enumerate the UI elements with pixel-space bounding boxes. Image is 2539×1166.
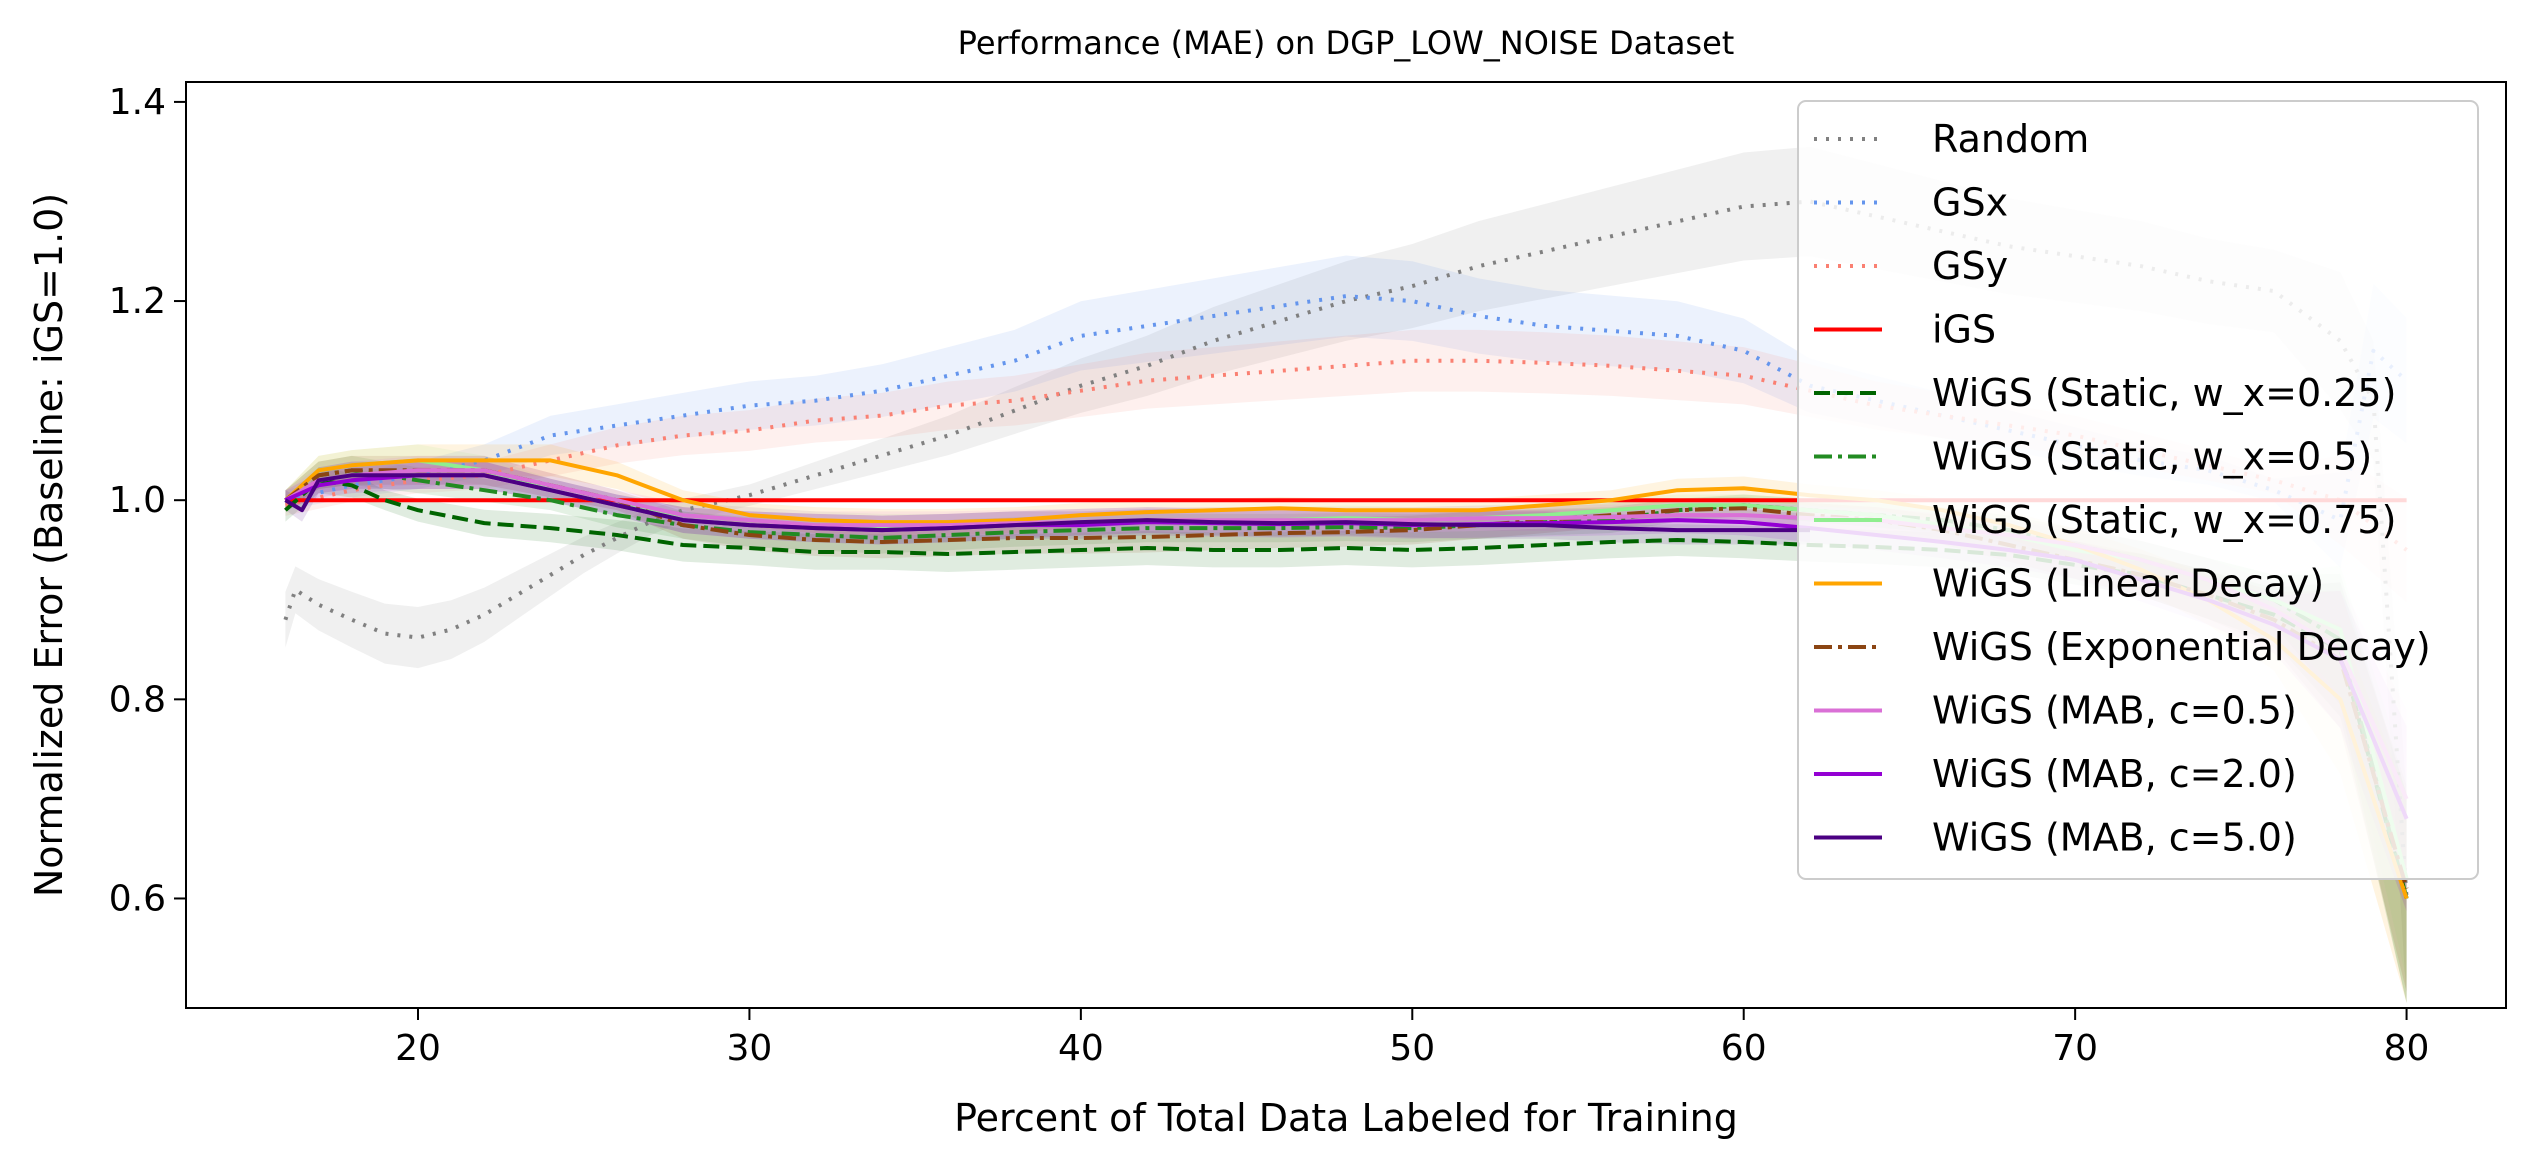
legend-label: WiGS (MAB, c=0.5) [1932,689,2297,733]
y-tick-label: 1.4 [109,82,166,123]
series-line-gsx [284,294,2408,523]
legend-label: WiGS (MAB, c=5.0) [1932,816,2297,860]
legend-label: iGS [1932,308,1996,352]
x-axis-label: Percent of Total Data Labeled for Traini… [954,1096,1738,1140]
y-tick-label: 0.8 [109,679,166,720]
legend-label: GSy [1932,244,2008,288]
x-tick-label: 40 [1058,1028,1104,1069]
legend: Random GSx GSy iGS WiGS (Static, w_x=0.25) Wi… [1797,100,2479,880]
legend-label: WiGS (Static, w_x=0.75) [1932,498,2396,542]
x-tick-label: 70 [2052,1028,2098,1069]
band-wigs-static-w-x-0-25 [285,467,2407,1004]
legend-label: WiGS (Static, w_x=0.5) [1932,435,2372,479]
legend-label: WiGS (Exponential Decay) [1932,625,2431,669]
chart-title: Performance (MAE) on DGP_LOW_NOISE Datas… [958,24,1735,62]
legend-label: WiGS (Linear Decay) [1932,562,2324,606]
plot-frame [185,81,2507,1009]
y-tick-label: 0.6 [109,878,166,919]
series-line-wigs-mab-c-5-0 [284,473,1810,533]
band-random [285,146,2407,1004]
legend-label: GSx [1932,181,2008,225]
y-axis-label: Normalized Error (Baseline: iGS=1.0) [27,193,71,897]
legend-label: WiGS (Static, w_x=0.25) [1932,371,2396,415]
x-axis-ticks: 20 30 40 50 60 70 80 [395,1008,2429,1069]
x-tick-label: 50 [1389,1028,1435,1069]
series-line-wigs-static-w-x-0-25 [284,478,2409,900]
y-axis-ticks: 0.6 0.8 1.0 1.2 1.4 [109,82,186,919]
x-tick-label: 60 [1721,1028,1767,1069]
legend-label: Random [1932,117,2089,161]
legend-box [1797,100,2479,880]
y-tick-label: 1.0 [109,480,166,521]
y-tick-label: 1.2 [109,281,166,322]
x-tick-label: 80 [2384,1028,2430,1069]
x-tick-label: 30 [727,1028,773,1069]
x-tick-label: 20 [395,1028,441,1069]
legend-label: WiGS (MAB, c=2.0) [1932,752,2297,796]
